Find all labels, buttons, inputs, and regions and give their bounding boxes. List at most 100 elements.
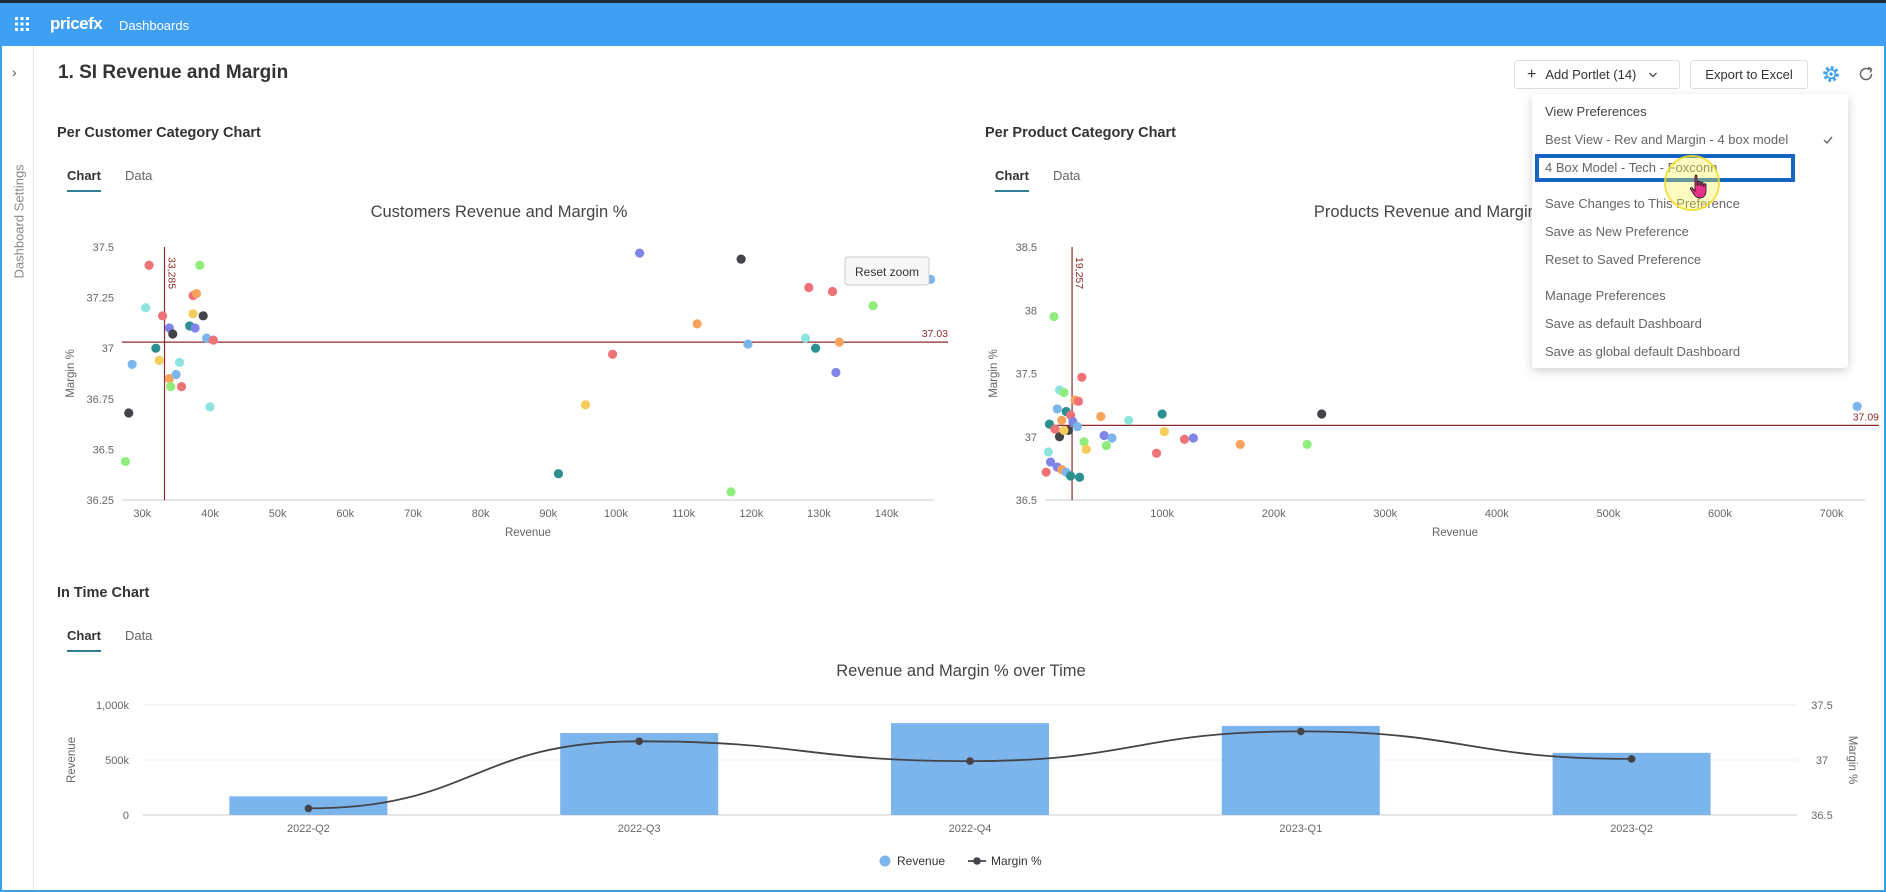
logo[interactable]: pricefx	[50, 14, 103, 33]
margin-point	[304, 804, 313, 813]
scatter-point	[800, 333, 811, 343]
y-axis-label: Margin %	[988, 349, 1000, 398]
apps-grid-icon[interactable]	[14, 16, 30, 32]
y-tick-label: 500k	[105, 755, 129, 767]
x-tick-label: 60k	[336, 508, 354, 520]
menu-item-save-global-default[interactable]: Save as global default Dashboard	[1545, 344, 1741, 359]
y-tick-label: 36.75	[86, 394, 114, 406]
page-title: 1. SI Revenue and Margin	[58, 62, 289, 83]
scatter-point	[580, 400, 591, 410]
tab-data[interactable]: Data	[124, 168, 153, 183]
scatter-point	[868, 301, 878, 311]
y-tick-label: 36.5	[93, 444, 114, 456]
scatter-point	[1073, 396, 1084, 406]
refresh-icon[interactable]	[1856, 64, 1876, 84]
product-tabs: Chart Data	[995, 168, 1080, 192]
scatter-point	[834, 337, 844, 347]
scatter-point	[635, 248, 645, 258]
scatter-point	[692, 319, 702, 329]
x-tick-label: 2022-Q2	[287, 823, 330, 835]
customer-portlet-title: Per Customer Category Chart	[57, 125, 261, 141]
scatter-point	[124, 408, 134, 418]
x-tick-label: 600k	[1708, 508, 1732, 520]
x-tick-label: 40k	[201, 508, 219, 520]
legend-margin-label: Margin %	[991, 854, 1042, 868]
menu-item-manage[interactable]: Manage Preferences	[1545, 288, 1666, 303]
scatter-point	[1302, 439, 1312, 449]
scatter-point	[166, 382, 176, 392]
add-portlet-button[interactable]: + Add Portlet (14)	[1514, 60, 1680, 89]
x-tick-label: 50k	[269, 508, 287, 520]
sidebar-toggle[interactable]: ›	[12, 64, 17, 80]
scatter-point	[1179, 434, 1190, 444]
y-tick-label: 37.5	[1016, 369, 1037, 381]
scatter-point	[1041, 467, 1051, 477]
x-tick-label: 110k	[672, 508, 696, 520]
x-tick-label: 90k	[539, 508, 557, 520]
export-to-excel-button[interactable]: Export to Excel	[1690, 60, 1808, 89]
vertical-reference-label: 19,257	[1073, 257, 1085, 289]
x-axis-label: Revenue	[505, 527, 551, 539]
scatter-point	[827, 286, 838, 297]
scatter-point	[1074, 472, 1085, 482]
legend-margin-marker	[973, 857, 981, 865]
scatter-point	[188, 309, 198, 319]
reset-zoom-label[interactable]: Reset zoom	[855, 265, 919, 279]
x-tick-label: 30k	[133, 508, 151, 520]
scatter-point	[141, 303, 151, 313]
tab-chart[interactable]: Chart	[67, 628, 101, 652]
scatter-point	[120, 456, 130, 467]
scatter-point	[1101, 441, 1111, 451]
scatter-point	[1072, 422, 1082, 432]
y2-tick-label: 37.5	[1811, 700, 1832, 712]
reset-zoom-button[interactable]	[844, 256, 930, 286]
x-tick-label: 140k	[875, 508, 899, 520]
scatter-point	[1077, 372, 1087, 382]
scatter-point	[195, 260, 205, 270]
horizontal-reference-label: 37.09	[1853, 411, 1879, 423]
margin-point	[966, 757, 974, 765]
scatter-point	[804, 282, 814, 293]
menu-item-save-new[interactable]: Save as New Preference	[1545, 224, 1689, 239]
scatter-point	[151, 343, 161, 353]
x-tick-label: 400k	[1485, 508, 1509, 520]
menu-item-save-default[interactable]: Save as default Dashboard	[1545, 316, 1702, 331]
scatter-point	[1099, 430, 1109, 441]
scatter-point	[1096, 411, 1106, 422]
legend-revenue-marker	[879, 855, 891, 867]
menu-item-reset[interactable]: Reset to Saved Preference	[1545, 252, 1702, 267]
scatter-point	[1107, 433, 1117, 443]
tab-data[interactable]: Data	[1052, 168, 1081, 183]
gear-icon[interactable]	[1821, 64, 1841, 84]
time-tabs: Chart Data	[67, 628, 152, 652]
y-axis-label: Revenue	[66, 737, 78, 783]
pointer-hand-icon	[1689, 174, 1707, 199]
x-tick-label: 300k	[1373, 508, 1397, 520]
scatter-point	[607, 349, 618, 359]
x-tick-label: 200k	[1262, 508, 1286, 520]
tab-chart[interactable]: Chart	[995, 168, 1029, 192]
scatter-point	[144, 260, 154, 270]
scatter-point	[1852, 401, 1862, 411]
tab-chart[interactable]: Chart	[67, 168, 101, 192]
dashboard-settings-sidebar: › Dashboard Settings	[2, 46, 34, 890]
y-tick-label: 37	[1025, 432, 1037, 444]
y2-tick-label: 37	[1816, 755, 1828, 767]
revenue-bar	[891, 723, 1049, 815]
y-tick-label: 37.5	[93, 242, 114, 254]
x-tick-label: 2023-Q1	[1279, 823, 1322, 835]
menu-item-best-view[interactable]: Best View - Rev and Margin - 4 box model	[1545, 132, 1789, 147]
time-combo-chart: Revenue and Margin % over Time 0 500k 1,000…	[66, 662, 1858, 868]
scatter-point	[553, 469, 564, 479]
section-title[interactable]: Dashboards	[119, 18, 190, 33]
cursor-highlight	[1664, 155, 1720, 211]
scatter-point	[1159, 427, 1169, 437]
scatter-point	[154, 355, 164, 365]
sidebar-label[interactable]: Dashboard Settings	[11, 164, 27, 279]
scatter-point	[1045, 457, 1056, 467]
revenue-bar	[560, 733, 719, 815]
x-tick-label: 2022-Q3	[618, 823, 661, 835]
y-tick-label: 0	[123, 810, 129, 822]
y-tick-label: 38.5	[1016, 242, 1037, 254]
tab-data[interactable]: Data	[124, 628, 153, 643]
